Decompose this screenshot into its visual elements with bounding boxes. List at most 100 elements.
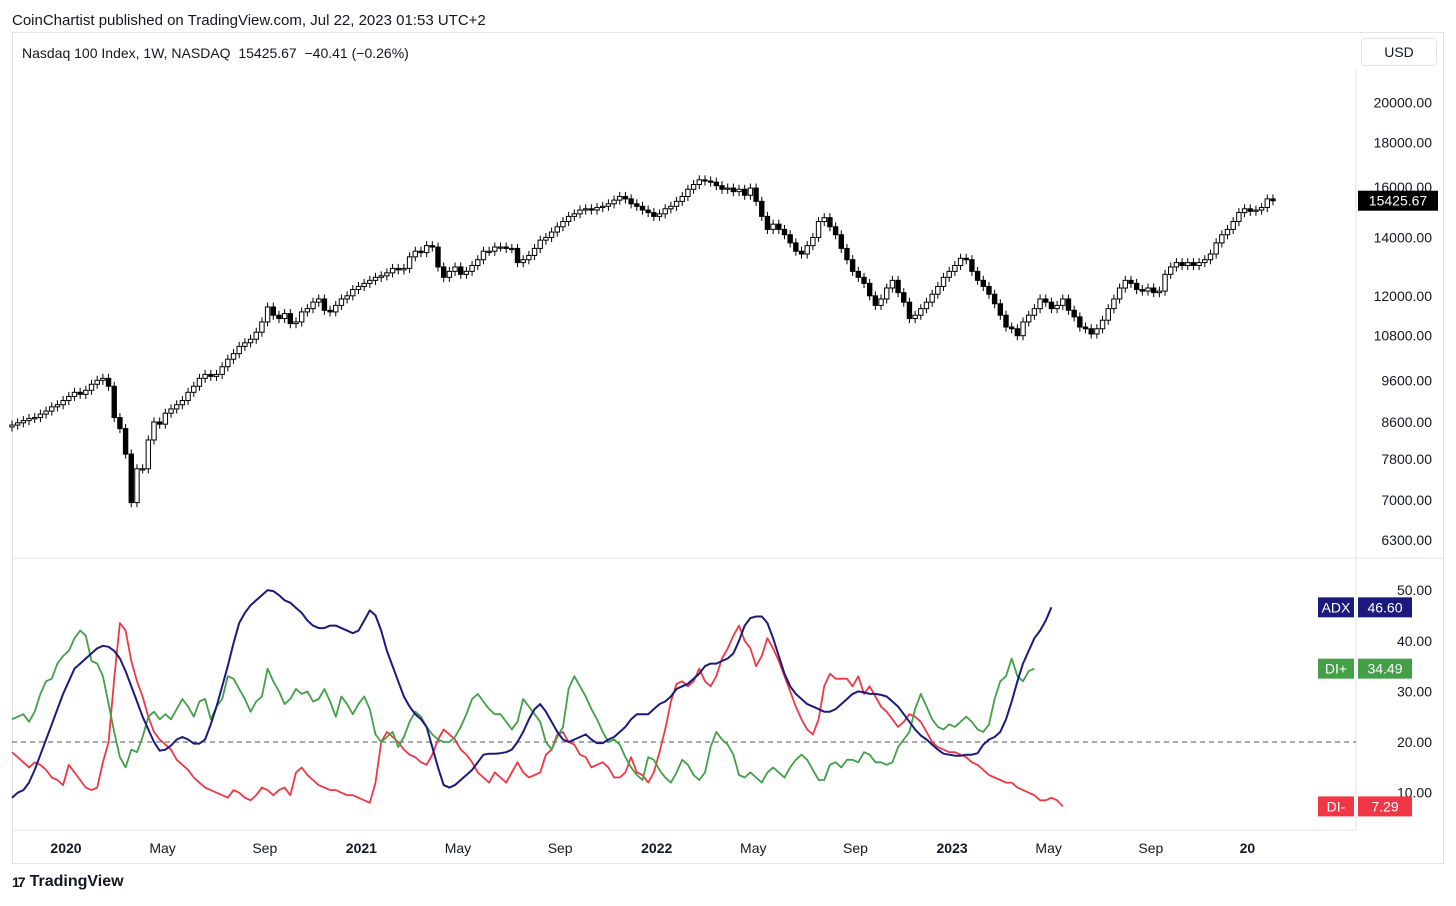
candle <box>469 260 475 276</box>
candle <box>855 266 862 282</box>
candle <box>929 289 935 307</box>
candle <box>1094 324 1100 339</box>
candle <box>60 396 66 410</box>
candle <box>543 232 549 245</box>
candle <box>37 409 44 423</box>
candle <box>645 205 651 218</box>
candle <box>793 238 799 256</box>
candle <box>435 242 441 272</box>
candle <box>100 373 106 385</box>
candle <box>957 253 964 271</box>
candle <box>844 243 850 265</box>
candle <box>293 317 299 329</box>
candle <box>128 449 134 508</box>
candle <box>20 416 27 428</box>
candle <box>872 291 879 310</box>
candle <box>1099 315 1106 334</box>
price-tick-label: 12000.00 <box>1374 288 1433 304</box>
price-tick-label: 9600.00 <box>1381 372 1432 388</box>
candle <box>1020 317 1026 341</box>
candle <box>208 369 214 381</box>
candle <box>276 310 282 324</box>
candle <box>395 263 401 275</box>
last-price-badge-bg <box>1358 190 1438 211</box>
candle <box>1196 258 1202 271</box>
candle <box>787 230 793 248</box>
candle <box>804 241 810 259</box>
last-price-label: 15425.67 <box>1369 193 1428 209</box>
time-tick-label: Sep <box>1138 840 1163 856</box>
candle <box>105 373 112 391</box>
candle <box>986 281 992 299</box>
candle <box>520 255 526 268</box>
candle <box>1264 194 1270 213</box>
candle <box>1241 204 1248 218</box>
candle <box>912 310 918 324</box>
candle <box>565 211 572 227</box>
candlestick-series <box>9 175 1276 508</box>
candle <box>617 191 623 205</box>
candle <box>821 213 827 227</box>
candle <box>662 204 668 219</box>
price-tick-label: 18000.00 <box>1374 134 1433 150</box>
time-tick-label: 2022 <box>641 840 672 856</box>
candle <box>452 262 458 276</box>
candle <box>355 281 362 295</box>
candle <box>582 204 589 215</box>
candle <box>940 272 947 292</box>
candle <box>384 268 390 281</box>
candle <box>71 387 78 401</box>
candle <box>486 246 492 256</box>
di-plus-value-label: 34.49 <box>1367 661 1402 677</box>
candle <box>1128 275 1134 288</box>
candle <box>179 396 186 410</box>
candle <box>1179 258 1185 271</box>
candle <box>651 208 657 221</box>
candle <box>298 307 305 327</box>
candle <box>287 309 294 329</box>
candle <box>548 227 555 243</box>
currency-button[interactable]: USD <box>1361 38 1437 66</box>
candle <box>719 181 725 194</box>
candle <box>969 255 975 276</box>
candle <box>1168 262 1174 279</box>
time-tick-label: May <box>149 840 175 856</box>
candle <box>156 417 163 429</box>
candle <box>770 219 776 234</box>
candle <box>475 255 481 271</box>
adx-name-badge <box>1318 597 1354 618</box>
candle <box>753 183 759 206</box>
candle <box>759 196 765 221</box>
candle <box>1014 324 1021 341</box>
di-plus-name-label: DI+ <box>1325 661 1347 677</box>
time-axis[interactable]: 2020 May Sep 2021 May Sep 2022 May Sep 2023 May Sep… <box>50 840 1255 856</box>
candle <box>49 402 55 416</box>
candle <box>707 176 714 187</box>
candle <box>849 255 856 276</box>
candle <box>963 253 969 265</box>
candle <box>202 369 208 383</box>
time-tick-label: May <box>445 840 471 856</box>
di-plus-value-badge <box>1358 658 1412 679</box>
tradingview-brand[interactable]: 17 TradingView <box>12 873 124 891</box>
candle <box>423 241 430 258</box>
candle <box>1054 300 1060 314</box>
candle <box>446 266 453 282</box>
time-tick-label: Sep <box>548 840 573 856</box>
candle <box>253 327 259 344</box>
candle <box>463 266 470 279</box>
symbol-legend: Nasdaq 100 Index, 1W, NASDAQ 15425.67 −4… <box>22 45 409 61</box>
adx-name-label: ADX <box>1322 599 1351 615</box>
price-axis[interactable]: 20000.0018000.0016000.0014000.0012000.00… <box>1374 94 1433 547</box>
candle <box>139 464 146 474</box>
candle <box>679 191 685 206</box>
candle <box>878 294 884 310</box>
di-minus-name-label: DI- <box>1327 798 1346 814</box>
candle <box>724 183 731 194</box>
candle <box>264 302 271 327</box>
candle <box>685 184 691 202</box>
candle <box>304 304 311 317</box>
candle <box>281 309 288 324</box>
